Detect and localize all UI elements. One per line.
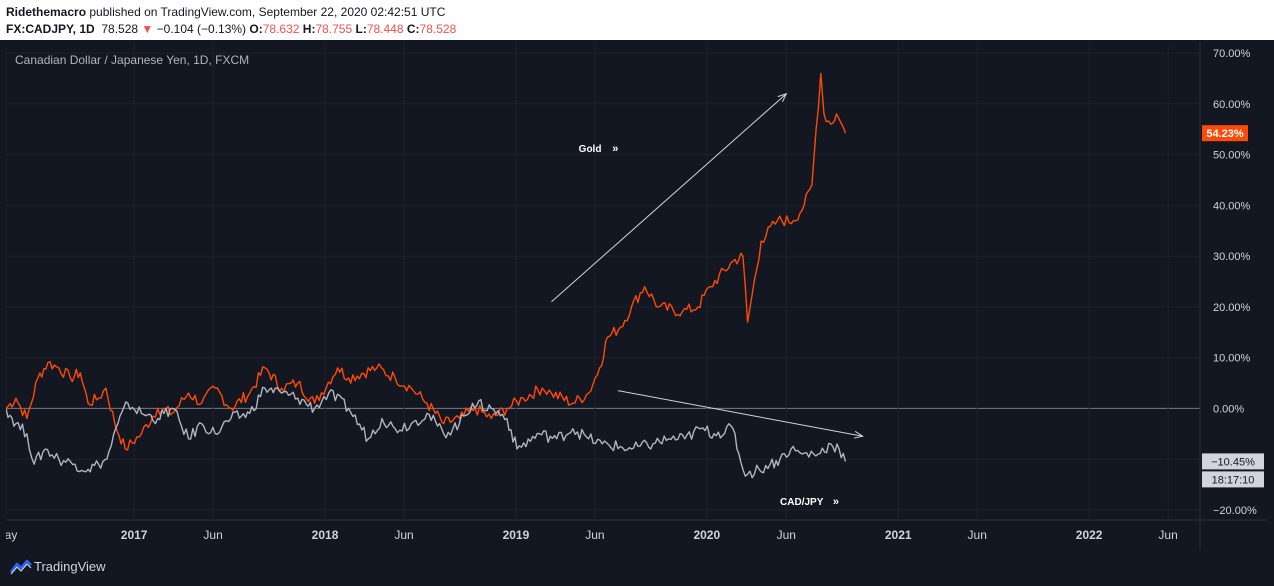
tradingview-logo-icon[interactable] [10,558,32,576]
countdown-badge [1202,471,1264,488]
high-value: 78.755 [315,22,353,36]
y-tick-label[interactable]: 70.00% [1213,48,1251,60]
y-tick-label[interactable]: 60.00% [1213,99,1251,111]
publish-line: Ridethemacro published on TradingView.co… [6,5,445,19]
x-tick-label[interactable]: Jun [203,528,222,542]
x-tick-label[interactable]: Jun [968,528,987,542]
x-tick-label[interactable]: 2022 [1076,528,1103,542]
price-axis[interactable]: 70.00% 60.00% 50.00% 40.00% 30.00% 20.00% 10.0… [1202,48,1264,517]
series-line-gold [5,72,847,451]
symbol-label: FX:CADJPY, 1D [6,22,95,36]
close-value: 78.528 [419,22,457,36]
x-tick-label[interactable]: 2017 [121,528,148,542]
x-tick-label[interactable]: Jun [585,528,604,542]
y-tick-label[interactable]: −20.00% [1213,505,1257,517]
x-tick-label[interactable]: 2019 [503,528,530,542]
open-value: 78.632 [262,22,300,36]
series-layer [5,72,847,479]
gold-last-value-badge [1202,125,1248,142]
author-name[interactable]: Ridethemacro [6,5,87,19]
x-tick-label[interactable]: Jun [1158,528,1177,542]
annotation-label[interactable]: CAD/JPY [780,497,824,508]
annotation-label[interactable]: Gold [579,144,602,155]
open-label: O: [249,22,263,36]
x-tick-label[interactable]: 2018 [312,528,339,542]
y-tick-label[interactable]: 30.00% [1213,251,1251,263]
double-chevron-icon: » [612,143,618,155]
annotation-layer: Gold » CAD/JPY » [551,92,864,508]
cadjpy-last-value-label: −10.45% [1211,456,1255,468]
countdown-label: 18:17:10 [1212,474,1255,486]
trend-arrow-line[interactable] [551,93,787,303]
y-tick-label[interactable]: 40.00% [1213,200,1251,212]
arrow-head-icon [853,430,864,439]
y-tick-label[interactable]: 50.00% [1213,150,1251,162]
publish-header: Ridethemacro published on TradingView.co… [0,0,1274,40]
grid [5,43,1200,520]
down-arrow-icon: ▼ [141,22,154,36]
chart-panel[interactable]: Canadian Dollar / Japanese Yen, 1D, FXCM… [0,43,1268,548]
symbol-line: FX:CADJPY, 1D 78.528 ▼ −0.104 (−0.13%) O… [6,22,456,36]
cadjpy-last-value-badge [1202,453,1264,470]
tradingview-brand[interactable]: TradingView [34,559,106,574]
y-tick-label[interactable]: 0.00% [1213,403,1244,415]
price-change: −0.104 (−0.13%) [156,22,247,36]
published-text: published on TradingView.com, September … [89,5,446,19]
x-tick-label[interactable]: May [0,528,17,542]
arrow-head-icon [777,92,788,103]
price-value: 78.528 [101,22,139,36]
low-value: 78.448 [366,22,404,36]
series-line-cadjpy [5,386,847,479]
footer-bar: TradingView [0,550,1274,586]
double-chevron-icon: » [833,496,839,508]
x-tick-label[interactable]: Jun [394,528,413,542]
gold-last-value-label: 54.23% [1206,128,1244,140]
y-tick-label[interactable]: 10.00% [1213,353,1251,365]
trend-arrow-line[interactable] [617,390,863,437]
y-tick-label[interactable]: 20.00% [1213,302,1251,314]
high-label: H: [302,22,316,36]
close-label: C: [406,22,420,36]
x-tick-label[interactable]: 2020 [693,528,720,542]
chart-svg[interactable]: Canadian Dollar / Japanese Yen, 1D, FXCM… [0,43,1268,548]
time-axis[interactable]: May 2017 Jun 2018 Jun 2019 Jun 2020 Jun 2021 Jun 20… [0,528,1178,542]
low-label: L: [355,22,367,36]
chart-title: Canadian Dollar / Japanese Yen, 1D, FXCM [15,53,249,67]
x-tick-label[interactable]: Jun [777,528,796,542]
x-tick-label[interactable]: 2021 [885,528,912,542]
